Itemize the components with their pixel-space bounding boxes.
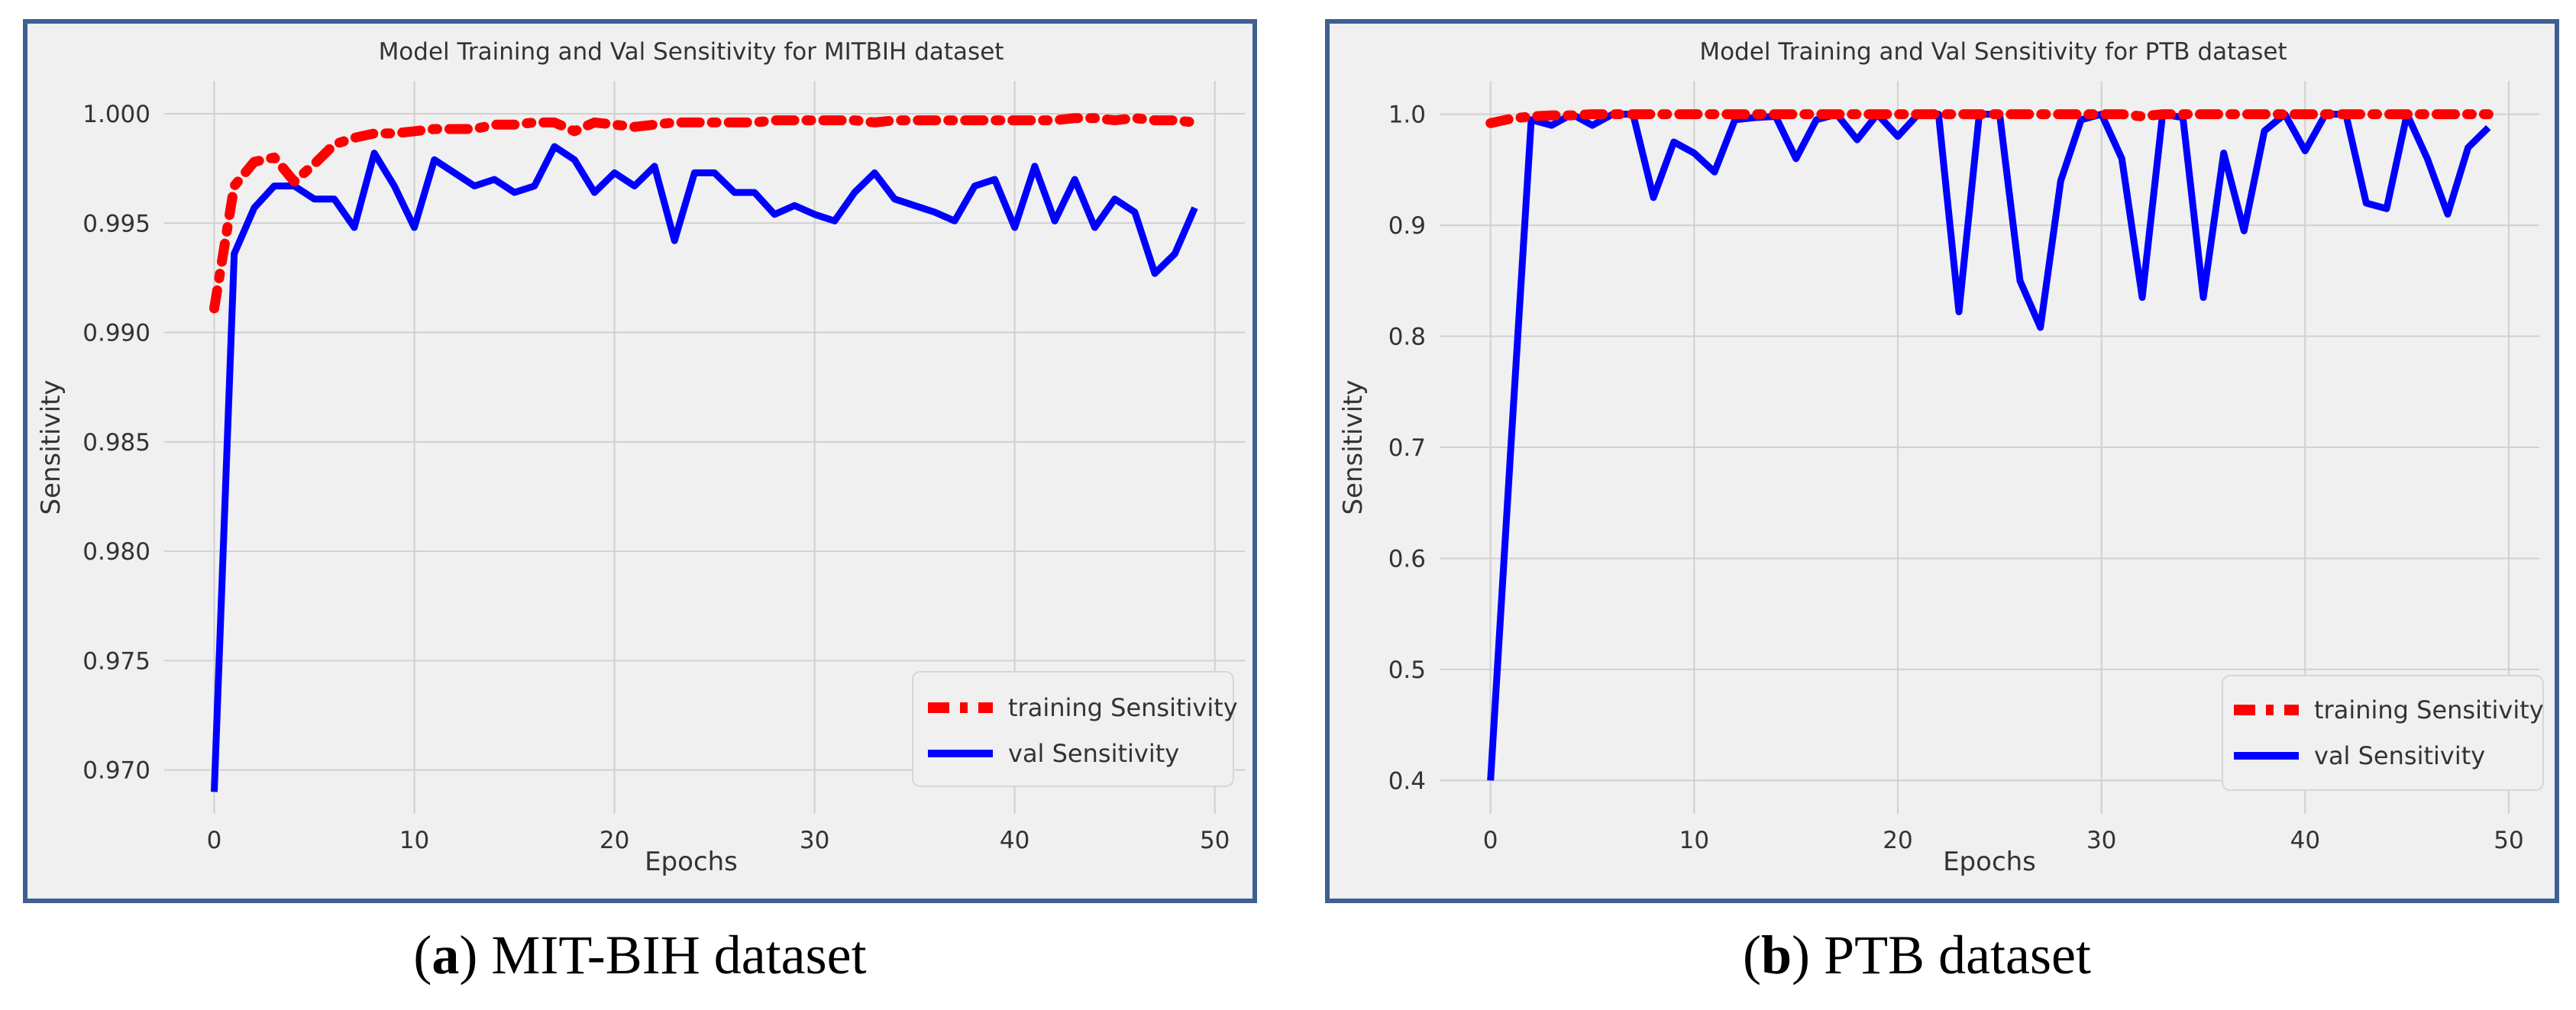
legend-b-val-label: val Sensitivity <box>2314 741 2485 770</box>
y-tick-label: 0.980 <box>82 538 150 566</box>
chart-a-x-label: Epochs <box>645 847 738 877</box>
caption-b-text: PTB dataset <box>1824 924 2091 986</box>
y-tick-label: 0.4 <box>1388 767 1426 795</box>
caption-a-letter: a <box>431 924 459 986</box>
y-tick-label: 0.9 <box>1388 212 1426 240</box>
legend-a-val-label: val Sensitivity <box>1008 739 1179 768</box>
panel-a: Model Training and Val Sensitivity for M… <box>23 19 1257 986</box>
chart-a-x-axis: 0 10 20 30 40 50 <box>207 827 1230 854</box>
x-tick-label: 20 <box>600 827 629 854</box>
chart-a-legend: training Sensitivity val Sensitivity <box>912 671 1238 787</box>
chart-b-y-axis: 0.4 0.5 0.6 0.7 0.8 0.9 1.0 <box>1388 102 1426 795</box>
chart-b-legend-box <box>2222 675 2544 791</box>
y-tick-label: 0.5 <box>1388 657 1426 684</box>
chart-b-x-axis: 0 10 20 30 40 50 <box>1483 827 2524 854</box>
chart-a-title: Model Training and Val Sensitivity for M… <box>379 38 1004 66</box>
training-sensitivity-line <box>209 113 1200 314</box>
caption-b-letter: b <box>1761 924 1792 986</box>
y-tick-label: 1.0 <box>1388 102 1426 129</box>
x-tick-label: 10 <box>399 827 429 854</box>
chart-a-legend-box <box>912 671 1234 787</box>
chart-b-y-label: Sensitivity <box>1338 379 1369 515</box>
y-tick-label: 0.990 <box>82 320 150 347</box>
x-tick-label: 40 <box>1000 827 1029 854</box>
x-tick-label: 20 <box>1883 827 1912 854</box>
legend-b-training-label: training Sensitivity <box>2314 695 2544 724</box>
x-tick-label: 10 <box>1679 827 1709 854</box>
x-tick-label: 50 <box>2494 827 2523 854</box>
val-sensitivity-line <box>211 143 1198 792</box>
legend-a-training-label: training Sensitivity <box>1008 693 1238 722</box>
y-tick-label: 0.970 <box>82 757 150 785</box>
y-tick-label: 0.985 <box>82 429 150 457</box>
caption-a: (a) MIT-BIH dataset <box>413 924 866 986</box>
chart-a-series <box>209 113 1200 792</box>
training-sensitivity-line <box>1485 109 2494 128</box>
y-tick-label: 1.000 <box>82 101 150 128</box>
y-tick-label: 0.6 <box>1388 545 1426 573</box>
panel-b: Model Training and Val Sensitivity for P… <box>1325 19 2559 986</box>
chart-b-legend: training Sensitivity val Sensitivity <box>2222 675 2544 791</box>
caption-a-text: MIT-BIH dataset <box>491 924 866 986</box>
x-tick-label: 0 <box>207 827 222 854</box>
chart-b-title: Model Training and Val Sensitivity for P… <box>1699 38 2287 66</box>
chart-b-series <box>1485 109 2494 781</box>
caption-b: (b) PTB dataset <box>1743 924 2091 986</box>
chart-a-y-axis: 0.970 0.975 0.980 0.985 0.990 0.995 1.000 <box>82 101 150 785</box>
x-tick-label: 30 <box>2086 827 2116 854</box>
y-tick-label: 0.995 <box>82 210 150 237</box>
chart-a-y-label: Sensitivity <box>36 379 66 515</box>
y-tick-label: 0.975 <box>82 647 150 675</box>
chart-b-x-label: Epochs <box>1943 847 2036 877</box>
x-tick-label: 50 <box>1200 827 1230 854</box>
x-tick-label: 30 <box>800 827 829 854</box>
x-tick-label: 0 <box>1483 827 1498 854</box>
y-tick-label: 0.8 <box>1388 324 1426 351</box>
y-tick-label: 0.7 <box>1388 434 1426 462</box>
x-tick-label: 40 <box>2290 827 2320 854</box>
